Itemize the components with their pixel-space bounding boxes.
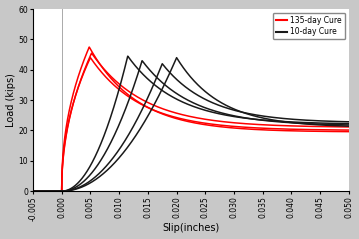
X-axis label: Slip(inches): Slip(inches) (162, 223, 220, 234)
Legend: 135-day Cure, 10-day Cure: 135-day Cure, 10-day Cure (273, 13, 345, 39)
Y-axis label: Load (kips): Load (kips) (5, 73, 15, 127)
